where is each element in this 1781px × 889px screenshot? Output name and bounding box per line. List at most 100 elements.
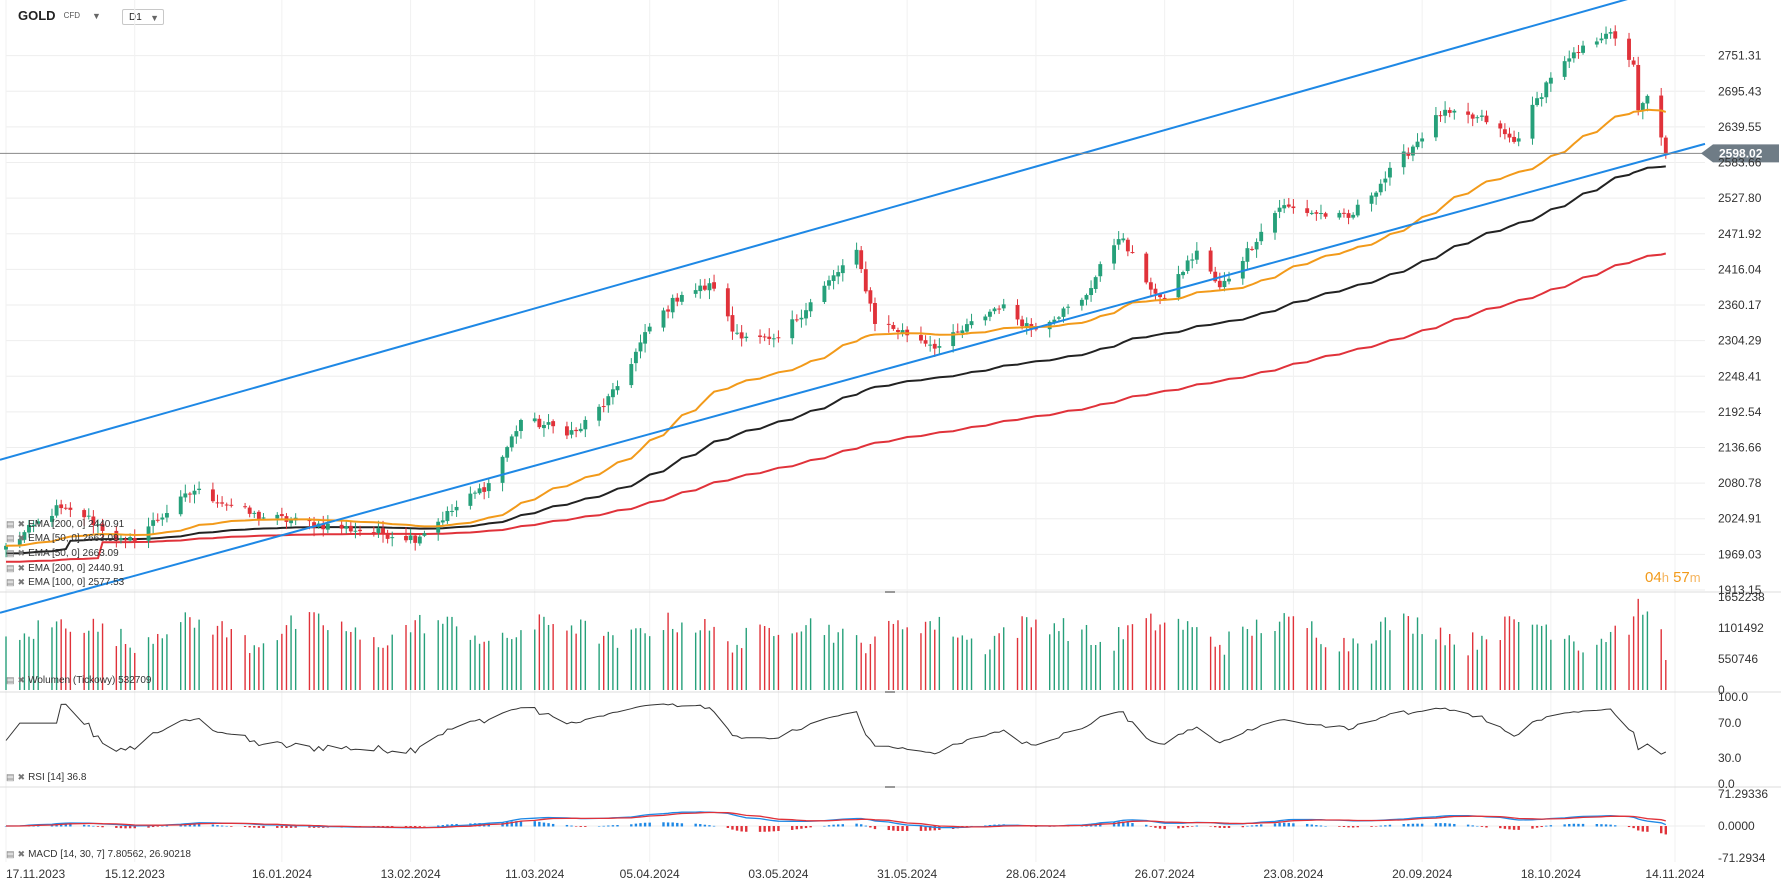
chevron-down-icon: ▼: [150, 13, 159, 23]
settings-icon[interactable]: ▤: [6, 563, 15, 573]
candle-body: [969, 321, 974, 326]
candle-body: [730, 315, 735, 332]
settings-icon[interactable]: ▤: [6, 533, 15, 543]
candle-body: [1277, 207, 1282, 212]
candle-body: [1535, 98, 1540, 106]
candle-body: [725, 288, 730, 317]
price-tick-label: 2471.92: [1718, 227, 1762, 241]
symbol-name: GOLD: [18, 8, 56, 23]
candle-body: [289, 520, 294, 524]
candle-body: [1020, 319, 1025, 327]
candle-body: [440, 520, 445, 523]
candle-body: [1631, 60, 1636, 65]
candle-body: [128, 537, 133, 541]
candle-body: [762, 336, 767, 338]
candle-body: [610, 389, 615, 398]
candle-body: [445, 511, 450, 522]
candle-body: [1208, 250, 1213, 272]
candle-body: [546, 422, 551, 425]
candle-body: [1452, 110, 1457, 113]
ema50-line: [5, 108, 1667, 547]
candle-body: [68, 507, 73, 510]
legend-ema100[interactable]: ▤ ✖ EMA [100, 0] 2577.53: [6, 577, 125, 588]
candle-body: [1498, 123, 1503, 129]
candle-body: [601, 406, 606, 408]
legend-macd[interactable]: ▤ ✖ MACD [14, 30, 7] 7.80562, 26.90218: [6, 849, 191, 860]
candle-body: [1093, 277, 1098, 289]
close-icon[interactable]: ✖: [17, 548, 26, 558]
date-tick-label: 11.03.2024: [505, 867, 564, 881]
candle-body: [1121, 238, 1126, 241]
candle-body: [1144, 253, 1149, 283]
close-icon[interactable]: ✖: [17, 519, 26, 529]
legend-ema50[interactable]: ▤ ✖ EMA [50, 0] 2663.09: [6, 533, 119, 544]
candle-body: [1217, 280, 1222, 288]
settings-icon[interactable]: ▤: [6, 577, 15, 587]
candle-body: [1319, 213, 1323, 215]
legend-ema200b[interactable]: ▤ ✖ EMA [200, 0] 2440.91: [6, 563, 125, 574]
candle-body: [1645, 95, 1650, 104]
close-icon[interactable]: ✖: [17, 563, 26, 573]
candle-body: [1571, 52, 1576, 59]
candle-body: [132, 538, 137, 541]
candle-body: [928, 344, 933, 346]
settings-icon[interactable]: ▤: [6, 548, 15, 558]
candle-body: [859, 250, 864, 269]
date-tick-label: 18.10.2024: [1521, 867, 1581, 881]
close-icon[interactable]: ✖: [17, 533, 26, 543]
chevron-down-icon[interactable]: ▼: [92, 10, 101, 21]
candle-body: [1309, 212, 1314, 214]
candle-body: [275, 514, 280, 519]
close-icon[interactable]: ✖: [17, 772, 26, 782]
timeframe-select[interactable]: D1 ▼: [122, 9, 164, 25]
candle-body: [404, 535, 408, 541]
legend-volume[interactable]: ▤ ✖ Wolumen (Tickowy) 532709: [6, 675, 152, 686]
current-price-line: 2598.02: [0, 144, 1779, 163]
candle-body: [1245, 248, 1250, 262]
settings-icon[interactable]: ▤: [6, 675, 15, 685]
date-tick-label: 28.06.2024: [1006, 867, 1066, 881]
candle-body: [500, 456, 505, 483]
candle-body: [1410, 146, 1415, 156]
legend-rsi[interactable]: ▤ ✖ RSI [14] 36.8: [6, 772, 87, 783]
candle-body: [1125, 239, 1130, 252]
candle-body: [114, 530, 119, 541]
close-icon[interactable]: ✖: [17, 849, 26, 859]
candle-body: [1544, 82, 1549, 98]
candle-body: [836, 272, 841, 277]
rsi-line: [5, 703, 1667, 755]
candle-body: [1342, 212, 1346, 214]
instrument-header[interactable]: GOLD CFD ▼: [18, 8, 101, 23]
candle-body: [583, 419, 588, 430]
legend-ema200[interactable]: ▤ ✖ EMA [200, 0] 2440.91: [6, 519, 125, 530]
candle-body: [804, 310, 808, 319]
price-tick-label: 2248.41: [1718, 369, 1762, 383]
candle-body: [312, 522, 316, 528]
candle-body: [390, 537, 395, 539]
candle-body: [1613, 31, 1618, 39]
macd-tick-label: 0.0000: [1718, 819, 1755, 833]
close-icon[interactable]: ✖: [17, 577, 26, 587]
candle-body: [1079, 299, 1084, 306]
candle-body: [1337, 212, 1342, 218]
candle-body: [1282, 205, 1287, 209]
legend-ema50b[interactable]: ▤ ✖ EMA [50, 0] 2663.09: [6, 548, 119, 559]
candle-body: [574, 429, 579, 432]
settings-icon[interactable]: ▤: [6, 849, 15, 859]
candle-body: [192, 490, 197, 495]
candle-body: [1305, 208, 1310, 213]
candle-body: [1415, 141, 1420, 148]
close-icon[interactable]: ✖: [17, 675, 26, 685]
candle-body: [1608, 32, 1613, 34]
candle-body: [923, 340, 928, 344]
candle-body: [348, 525, 353, 532]
settings-icon[interactable]: ▤: [6, 772, 15, 782]
macd-tick-label: 71.29336: [1718, 787, 1768, 801]
candle-body: [1420, 138, 1425, 142]
price-tick-label: 1969.03: [1718, 547, 1762, 561]
candle-body: [702, 285, 707, 290]
settings-icon[interactable]: ▤: [6, 519, 15, 529]
candle-body: [1286, 204, 1291, 207]
candle-body: [1033, 328, 1038, 330]
